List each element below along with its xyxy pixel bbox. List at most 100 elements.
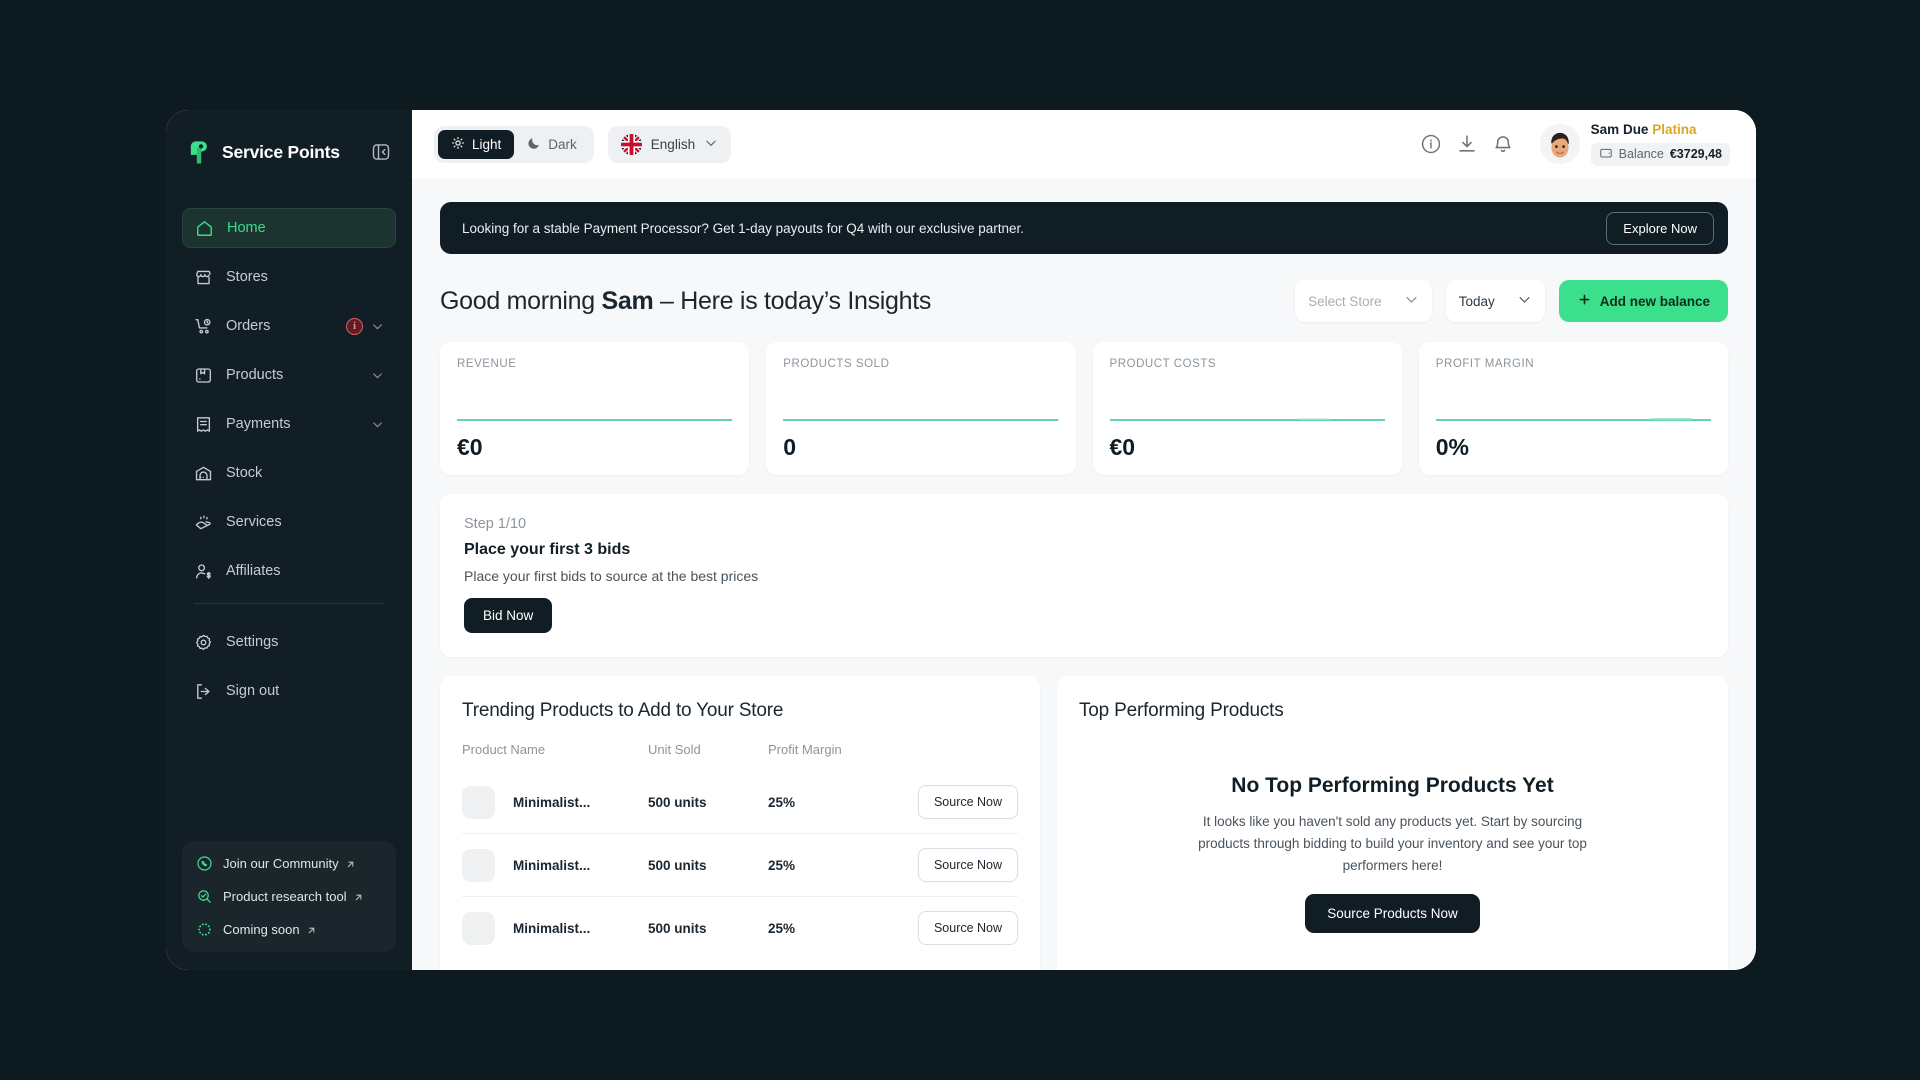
kpi-sparkline (457, 370, 733, 426)
theme-option-dark[interactable]: Dark (514, 130, 590, 159)
sidebar-divider (194, 603, 384, 604)
sidebar-item-label: Sign out (226, 683, 280, 699)
info-icon[interactable] (1420, 133, 1442, 155)
chevron-down-icon (1404, 292, 1419, 310)
theme-toggle[interactable]: Light Dark (434, 125, 594, 163)
sidebar-item-payments[interactable]: Payments (182, 404, 396, 444)
cell-unit-sold: 500 units (648, 794, 707, 810)
table-row[interactable]: Minimalist... 500 units 25% Source Now (462, 833, 1018, 897)
chevron-down-icon[interactable] (371, 418, 384, 431)
sidebar-item-stock[interactable]: Stock (182, 453, 396, 493)
promo-link-research-tool[interactable]: Product research tool (196, 888, 392, 905)
chevron-down-icon[interactable] (371, 369, 384, 382)
table-row[interactable]: Minimalist... 500 units 25% Source Now (462, 771, 1018, 834)
arrow-up-right-icon (345, 858, 356, 869)
theme-option-light-label: Light (472, 136, 502, 152)
sidebar-nav: Home Stores Orders i (182, 208, 396, 720)
store-select-value: Select Store (1308, 293, 1382, 309)
cell-unit-sold: 500 units (648, 896, 768, 959)
sidebar-item-sign-out[interactable]: Sign out (182, 671, 396, 711)
empty-state: No Top Performing Products Yet It looks … (1079, 722, 1706, 933)
sidebar-item-label: Orders (226, 318, 271, 334)
greeting-row: Good morning Sam – Here is today’s Insig… (440, 280, 1728, 322)
trending-products-panel: Trending Products to Add to Your Store P… (440, 676, 1040, 970)
sidebar-item-label: Payments (226, 416, 291, 432)
download-icon[interactable] (1456, 133, 1478, 155)
sidebar-item-settings[interactable]: Settings (182, 622, 396, 662)
user-block[interactable]: Sam Due Platina Balance €3729,48 (1539, 122, 1730, 166)
moon-icon (527, 136, 541, 153)
kpi-label: PROFIT MARGIN (1435, 358, 1535, 370)
whatsapp-icon (196, 855, 213, 872)
chevron-down-icon[interactable] (371, 320, 384, 333)
promo-link-coming-soon[interactable]: Coming soon (196, 921, 392, 938)
bell-icon[interactable] (1492, 133, 1514, 155)
cell-product-name: Minimalist... (462, 771, 648, 834)
source-products-now-button[interactable]: Source Products Now (1305, 893, 1480, 933)
empty-state-description: It looks like you haven't sold any produ… (1198, 814, 1587, 873)
sidebar-item-label: Home (227, 220, 266, 236)
kpi-sparkline (1435, 370, 1711, 426)
orders-info-badge[interactable]: i (346, 317, 363, 335)
cell-action: Source Now (898, 833, 1018, 897)
step-counter: Step 1/10 (464, 516, 527, 532)
balance-chip[interactable]: Balance €3729,48 (1590, 142, 1730, 166)
kpi-value: 0% (1435, 434, 1469, 460)
onboarding-step-card: Step 1/10 Place your first 3 bids Place … (440, 494, 1728, 657)
user-dollar-icon (194, 562, 213, 581)
store-select[interactable]: Select Store (1295, 280, 1432, 322)
cell-action: Source Now (898, 896, 1018, 959)
source-now-button[interactable]: Source Now (918, 848, 1018, 882)
greeting-suffix: – Here is today’s Insights (653, 286, 932, 315)
top-performing-panel: Top Performing Products No Top Performin… (1057, 676, 1728, 970)
promo-link-label: Product research tool (223, 889, 347, 904)
product-thumbnail (462, 848, 495, 882)
step-description: Place your first bids to source at the b… (464, 568, 759, 584)
wallet-icon (1599, 146, 1613, 163)
period-select[interactable]: Today (1445, 280, 1545, 322)
arrow-up-right-icon (353, 891, 364, 902)
language-value: English (650, 136, 696, 152)
column-header-product-name: Product Name (462, 742, 546, 757)
kpi-value: €0 (457, 434, 483, 460)
column-header-unit-sold: Unit Sold (648, 742, 701, 757)
bid-now-button[interactable]: Bid Now (464, 598, 553, 633)
sidebar: Service Points Home Stores (166, 110, 412, 970)
panel-collapse-icon[interactable] (370, 141, 392, 163)
empty-state-title: No Top Performing Products Yet (1231, 774, 1554, 797)
promo-link-community[interactable]: Join our Community (196, 855, 392, 872)
greeting-name: Sam (601, 286, 654, 315)
cell-product-name: Minimalist... (462, 833, 648, 897)
sidebar-item-label: Settings (226, 634, 279, 650)
plus-icon (1577, 292, 1592, 310)
bottom-row: Trending Products to Add to Your Store P… (440, 676, 1728, 970)
kpi-card-profit-margin: PROFIT MARGIN 0% (1418, 342, 1728, 475)
source-now-button[interactable]: Source Now (918, 785, 1018, 819)
trending-products-table: Product Name Unit Sold Profit Margin (462, 742, 1018, 959)
theme-option-light[interactable]: Light (438, 129, 515, 159)
sidebar-item-home[interactable]: Home (182, 208, 396, 248)
promo-banner: Looking for a stable Payment Processor? … (440, 202, 1728, 254)
cell-action: Source Now (898, 771, 1018, 834)
add-new-balance-label: Add new balance (1599, 293, 1710, 309)
column-header-profit-margin: Profit Margin (768, 742, 842, 757)
add-new-balance-button[interactable]: Add new balance (1558, 280, 1728, 322)
search-check-icon (196, 888, 213, 905)
kpi-sparkline (1109, 370, 1385, 426)
source-now-button[interactable]: Source Now (918, 911, 1018, 945)
balance-value: €3729,48 (1669, 147, 1722, 162)
sidebar-item-orders[interactable]: Orders i (182, 306, 396, 346)
language-select[interactable]: English (607, 125, 732, 163)
sidebar-item-affiliates[interactable]: Affiliates (182, 551, 396, 591)
hand-sparkle-icon (194, 513, 213, 532)
table-row[interactable]: Minimalist... 500 units 25% Source Now (462, 896, 1018, 959)
chevron-down-icon (1517, 292, 1532, 310)
sidebar-item-products[interactable]: Products (182, 355, 396, 395)
sidebar-item-services[interactable]: Services (182, 502, 396, 542)
sidebar-item-label: Stock (226, 465, 263, 481)
service-points-logo-icon (186, 139, 213, 166)
explore-now-button[interactable]: Explore Now (1606, 211, 1714, 245)
sidebar-item-stores[interactable]: Stores (182, 257, 396, 297)
content-scroll: Looking for a stable Payment Processor? … (412, 178, 1756, 970)
product-thumbnail (462, 911, 495, 945)
